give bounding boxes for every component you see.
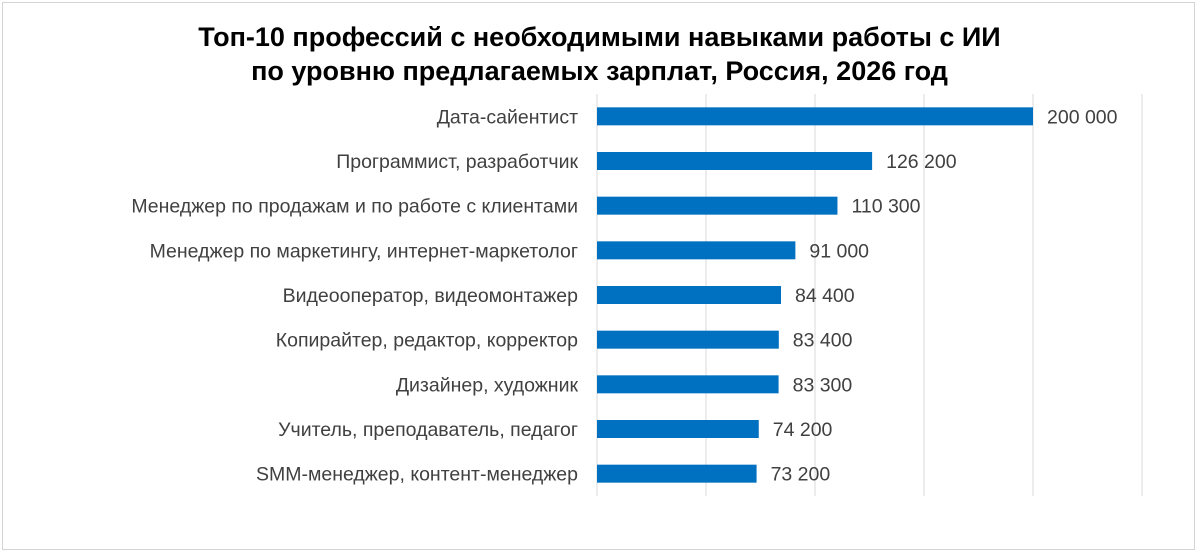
category-label: Копирайтер, редактор, корректор xyxy=(276,330,578,352)
bar xyxy=(597,286,781,304)
category-label: Менеджер по продажам и по работе с клиен… xyxy=(131,196,578,218)
value-label: 83 400 xyxy=(793,330,853,352)
bar xyxy=(597,420,759,438)
chart-title-line2: по уровню предлагаемых зарплат, Россия, … xyxy=(251,56,948,86)
category-label: Видеооператор, видеомонтажер xyxy=(283,285,579,307)
value-label: 73 200 xyxy=(771,464,831,486)
bar xyxy=(597,196,838,215)
bar xyxy=(597,107,1033,126)
chart-title: Топ-10 профессий с необходимыми навыками… xyxy=(0,20,1199,88)
category-label: SMM-менеджер, контент-менеджер xyxy=(256,464,578,486)
value-label: 110 300 xyxy=(851,196,920,218)
bars xyxy=(597,107,1033,483)
category-label: Дата-сайентист xyxy=(437,106,578,128)
category-labels: Дата-сайентист Программист, разработчик Ме… xyxy=(131,106,578,485)
category-label: Менеджер по маркетингу, интернет-маркето… xyxy=(150,240,578,262)
bar xyxy=(597,152,873,170)
value-label: 126 200 xyxy=(886,151,957,173)
bar xyxy=(597,241,796,260)
bar xyxy=(597,375,779,394)
bar xyxy=(597,464,757,483)
value-label: 91 000 xyxy=(809,240,869,262)
value-label: 200 000 xyxy=(1047,106,1118,128)
value-label: 84 400 xyxy=(795,285,855,307)
category-label: Учитель, преподаватель, педагог xyxy=(278,419,578,441)
value-labels: 200 000 126 200 110 300 91 000 84 400 83 400 8… xyxy=(771,106,1118,485)
bar xyxy=(597,330,779,349)
category-label: Программист, разработчик xyxy=(336,151,578,173)
category-label: Дизайнер, художник xyxy=(396,374,579,396)
value-label: 74 200 xyxy=(773,419,833,441)
chart-title-line1: Топ-10 профессий с необходимыми навыками… xyxy=(198,22,1001,52)
value-label: 83 300 xyxy=(793,374,853,396)
